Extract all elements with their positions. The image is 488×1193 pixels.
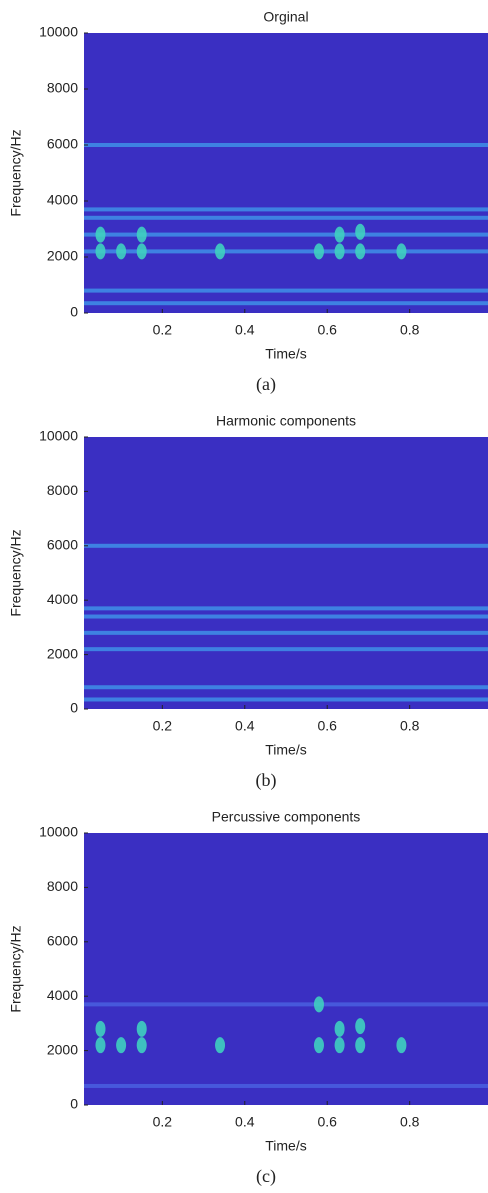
energy-spot <box>313 243 324 260</box>
y-tick-label: 4000 <box>47 591 78 607</box>
energy-spot <box>136 226 147 243</box>
energy-spot <box>396 243 407 260</box>
x-tick-label: 0.4 <box>235 718 255 734</box>
plot-area <box>84 33 488 313</box>
x-tick-label: 0.2 <box>153 322 173 338</box>
frequency-band <box>84 543 488 548</box>
y-tick-label: 8000 <box>47 80 78 96</box>
x-tick-label: 0.8 <box>400 322 420 338</box>
chart-title: Percussive components <box>212 809 361 825</box>
energy-spot <box>334 1037 345 1054</box>
x-axis-label: Time/s <box>265 346 306 362</box>
frequency-band <box>84 232 488 237</box>
energy-spot <box>355 223 366 240</box>
y-tick-label: 4000 <box>47 987 78 1003</box>
frequency-band <box>84 685 488 690</box>
caption: (b) <box>256 770 277 791</box>
frequency-band <box>84 288 488 293</box>
x-tick-label: 0.6 <box>317 322 337 338</box>
energy-spot <box>313 1037 324 1054</box>
frequency-band <box>84 143 488 147</box>
y-tick-label: 8000 <box>47 878 78 894</box>
energy-spot <box>136 1020 147 1037</box>
y-tick-label: 2000 <box>47 1041 78 1057</box>
frequency-band <box>84 614 488 619</box>
y-tick-label: 0 <box>70 304 78 320</box>
energy-spot <box>136 1037 147 1054</box>
x-axis-label: Time/s <box>265 1138 306 1154</box>
plot-area <box>84 437 488 709</box>
x-tick-label: 0.8 <box>400 718 420 734</box>
energy-spot <box>334 1020 345 1037</box>
frequency-band <box>84 697 488 702</box>
energy-spot <box>355 1037 366 1054</box>
frequency-band <box>84 647 488 652</box>
energy-spot <box>215 1037 226 1054</box>
energy-spot <box>355 1018 366 1035</box>
y-axis-label: Frequency/Hz <box>8 129 24 216</box>
x-axis-label: Time/s <box>265 742 306 758</box>
y-tick-label: 0 <box>70 1096 78 1112</box>
frequency-band <box>84 1002 488 1007</box>
x-tick-label: 0.6 <box>317 1114 337 1130</box>
energy-spot <box>95 1020 106 1037</box>
frequency-band <box>84 215 488 220</box>
y-axis-label: Frequency/Hz <box>8 925 24 1012</box>
energy-spot <box>116 243 127 260</box>
y-tick-label: 10000 <box>39 824 78 840</box>
chart-title: Orginal <box>263 9 308 25</box>
energy-spot <box>136 243 147 260</box>
energy-spot <box>396 1037 407 1054</box>
y-tick-label: 6000 <box>47 136 78 152</box>
energy-spot <box>95 243 106 260</box>
x-tick-label: 0.4 <box>235 322 255 338</box>
frequency-band <box>84 207 488 212</box>
y-axis-label: Frequency/Hz <box>8 529 24 616</box>
y-tick-label: 2000 <box>47 645 78 661</box>
x-tick-label: 0.2 <box>153 1114 173 1130</box>
y-tick-label: 10000 <box>39 24 78 40</box>
energy-spot <box>116 1037 127 1054</box>
frequency-band <box>84 630 488 635</box>
y-tick-label: 6000 <box>47 537 78 553</box>
frequency-band <box>84 1083 488 1088</box>
energy-spot <box>215 243 226 260</box>
energy-spot <box>95 226 106 243</box>
energy-spot <box>334 226 345 243</box>
x-tick-label: 0.6 <box>317 718 337 734</box>
frequency-band <box>84 249 488 254</box>
x-tick-label: 0.8 <box>400 1114 420 1130</box>
frequency-band <box>84 301 488 306</box>
energy-spot <box>334 243 345 260</box>
y-tick-label: 4000 <box>47 192 78 208</box>
y-tick-label: 2000 <box>47 248 78 264</box>
y-tick-label: 6000 <box>47 933 78 949</box>
caption: (c) <box>256 1166 276 1187</box>
energy-spot <box>355 243 366 260</box>
y-tick-label: 10000 <box>39 428 78 444</box>
energy-spot <box>95 1037 106 1054</box>
y-tick-label: 0 <box>70 700 78 716</box>
y-tick-label: 8000 <box>47 482 78 498</box>
chart-title: Harmonic components <box>216 413 356 429</box>
frequency-band <box>84 606 488 611</box>
plot-area <box>84 833 488 1105</box>
caption: (a) <box>256 374 276 395</box>
x-tick-label: 0.2 <box>153 718 173 734</box>
x-tick-label: 0.4 <box>235 1114 255 1130</box>
energy-spot <box>313 996 324 1013</box>
